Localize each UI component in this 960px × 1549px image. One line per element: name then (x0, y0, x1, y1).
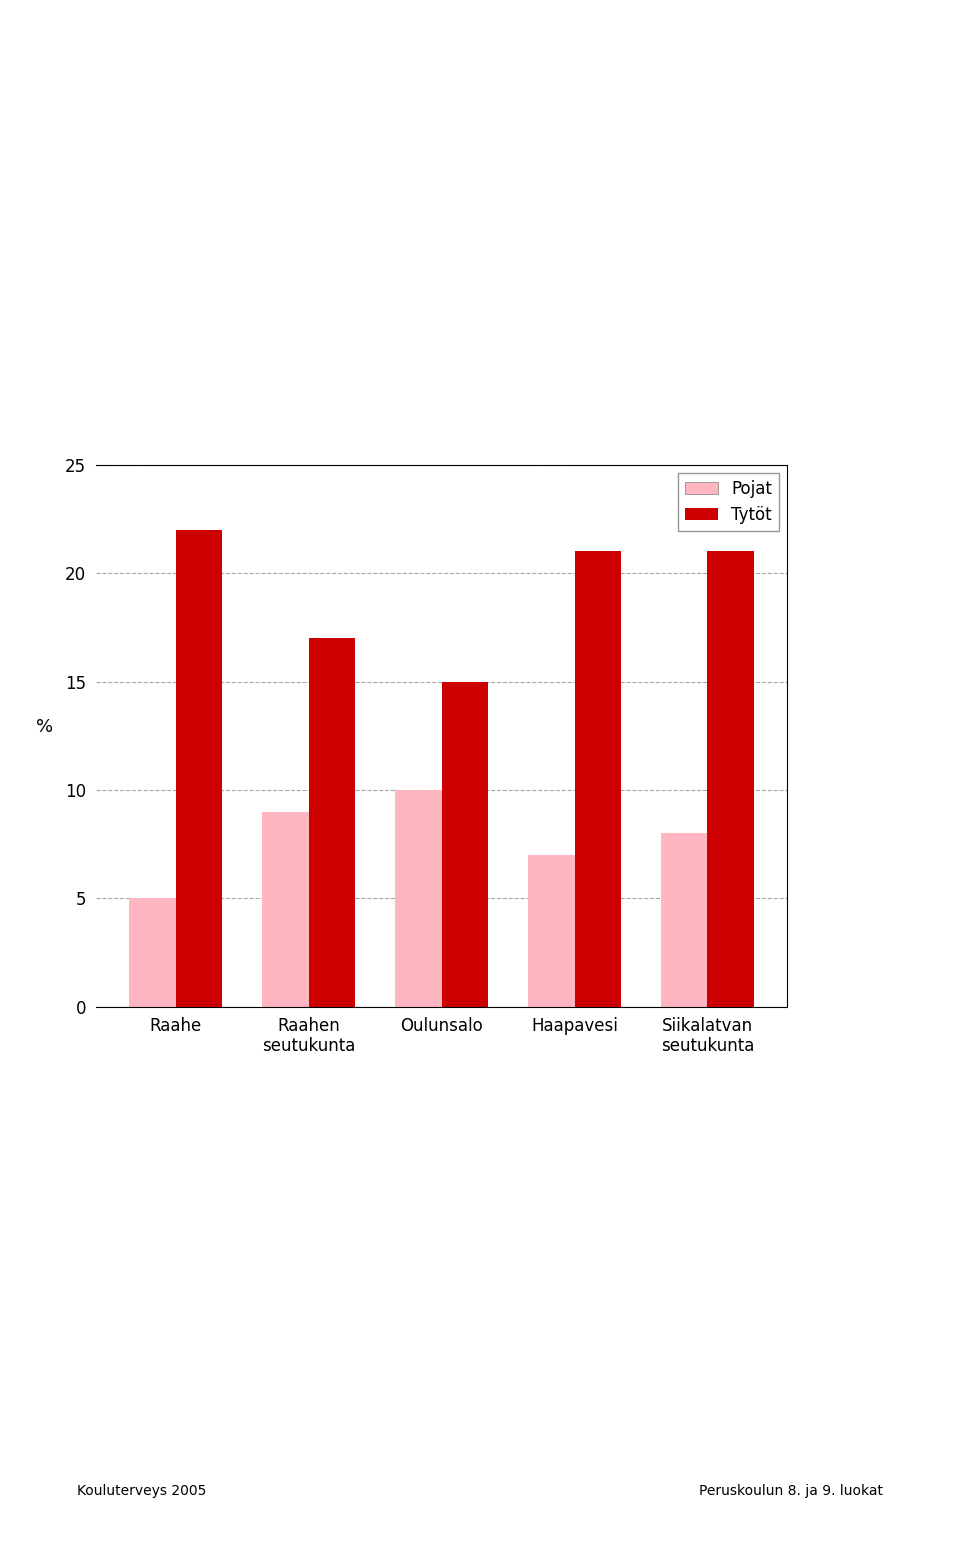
Bar (442, 682, 488, 1007)
Bar (528, 855, 574, 1007)
Text: Kouluterveys 2005: Kouluterveys 2005 (77, 1484, 206, 1498)
Bar (130, 898, 176, 1007)
Bar (176, 530, 223, 1007)
Bar (396, 790, 442, 1007)
Bar (574, 551, 621, 1007)
Y-axis label: %: % (36, 717, 53, 736)
Bar (660, 833, 708, 1007)
Bar (309, 638, 355, 1007)
Text: Peruskoulun 8. ja 9. luokat: Peruskoulun 8. ja 9. luokat (699, 1484, 883, 1498)
Legend: Pojat, Tytöt: Pojat, Tytöt (678, 472, 779, 531)
Bar (262, 812, 309, 1007)
Bar (708, 551, 754, 1007)
